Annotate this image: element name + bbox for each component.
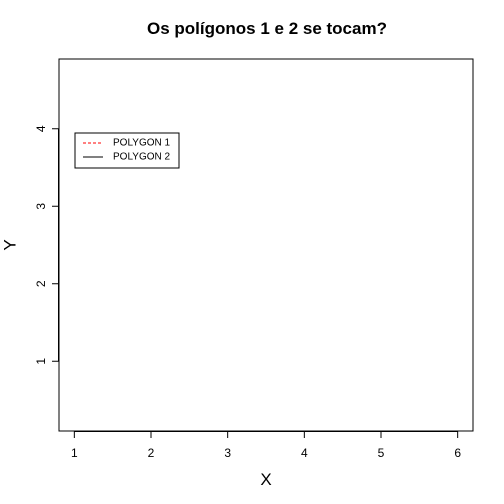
x-tick-label: 2 (148, 446, 155, 460)
y-axis-title: Y (1, 239, 20, 250)
legend-box (74, 132, 180, 169)
plot-frame (58, 58, 474, 432)
legend-label: POLYGON 2 (113, 152, 170, 163)
y-tick-label: 2 (34, 280, 48, 287)
x-tick-label: 4 (301, 446, 308, 460)
legend-label: POLYGON 1 (113, 138, 170, 149)
x-tick-label: 3 (224, 446, 231, 460)
y-tick-label: 3 (34, 203, 48, 210)
chart-title: Os polígonos 1 e 2 se tocam? (147, 19, 387, 38)
x-tick-label: 1 (71, 446, 78, 460)
x-axis-title: X (260, 470, 271, 489)
x-tick-label: 6 (454, 446, 461, 460)
x-tick-label: 5 (378, 446, 385, 460)
y-tick-label: 4 (34, 125, 48, 132)
y-tick-label: 1 (34, 358, 48, 365)
